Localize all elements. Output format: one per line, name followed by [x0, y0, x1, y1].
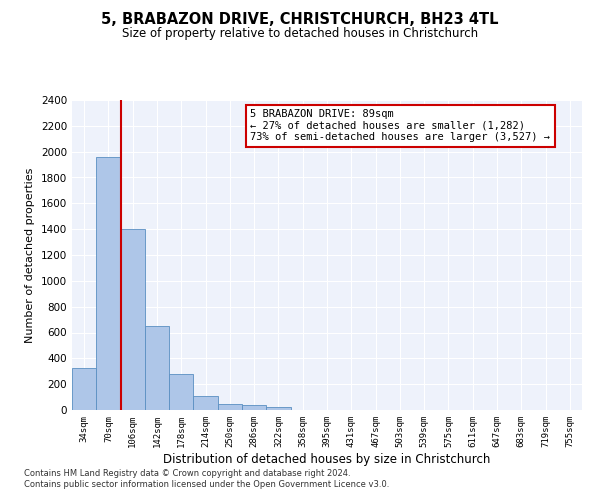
Bar [145, 326, 169, 410]
Text: 5, BRABAZON DRIVE, CHRISTCHURCH, BH23 4TL: 5, BRABAZON DRIVE, CHRISTCHURCH, BH23 4T… [101, 12, 499, 28]
Bar [121, 229, 145, 410]
Bar [72, 368, 96, 410]
Text: Distribution of detached houses by size in Christchurch: Distribution of detached houses by size … [163, 452, 491, 466]
Text: Size of property relative to detached houses in Christchurch: Size of property relative to detached ho… [122, 28, 478, 40]
Bar [266, 407, 290, 410]
Bar [169, 374, 193, 410]
Text: 5 BRABAZON DRIVE: 89sqm
← 27% of detached houses are smaller (1,282)
73% of semi: 5 BRABAZON DRIVE: 89sqm ← 27% of detache… [251, 110, 551, 142]
Bar [96, 157, 121, 410]
Text: Contains public sector information licensed under the Open Government Licence v3: Contains public sector information licen… [24, 480, 389, 489]
Y-axis label: Number of detached properties: Number of detached properties [25, 168, 35, 342]
Bar [218, 404, 242, 410]
Bar [193, 396, 218, 410]
Text: Contains HM Land Registry data © Crown copyright and database right 2024.: Contains HM Land Registry data © Crown c… [24, 468, 350, 477]
Bar [242, 405, 266, 410]
